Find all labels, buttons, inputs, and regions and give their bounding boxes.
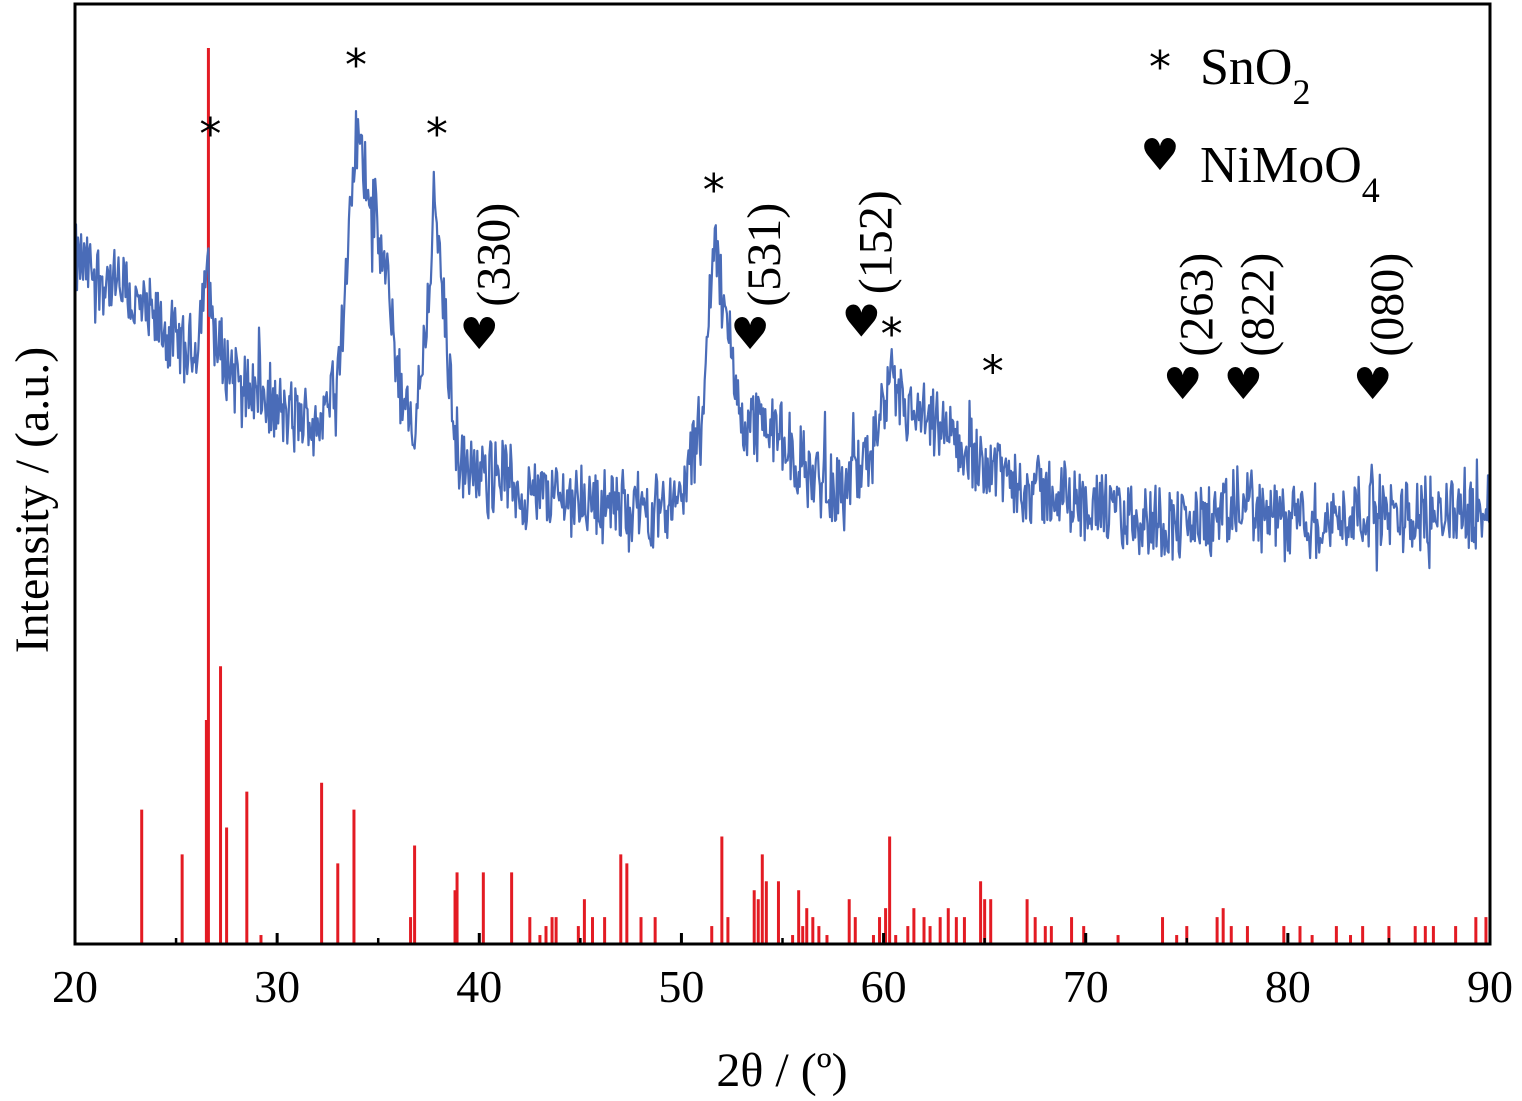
- x-tick-label: 50: [658, 961, 704, 1012]
- miller-index-label: (263): [1171, 253, 1224, 357]
- nimoo4-peak-marker: ♥: [730, 309, 769, 360]
- nimoo4-peak-marker: ♥: [1353, 359, 1392, 410]
- nimoo4-peak-marker: ♥: [460, 309, 499, 360]
- x-tick-label: 90: [1467, 961, 1513, 1012]
- measured-pattern-line: [73, 110, 1492, 572]
- legend-sno2-marker: *: [1149, 42, 1171, 93]
- x-tick-label: 20: [52, 961, 98, 1012]
- legend: * SnO2 ♥ NiMoO4: [1140, 39, 1380, 210]
- sno2-peak-marker: *: [881, 309, 903, 360]
- legend-sno2-label: SnO2: [1200, 39, 1310, 112]
- legend-nimoo4-marker: ♥: [1140, 130, 1179, 181]
- x-tick-label: 80: [1265, 961, 1311, 1012]
- x-tick-label: 70: [1063, 961, 1109, 1012]
- miller-index-label: (080): [1361, 253, 1414, 357]
- miller-index-label: (330): [467, 203, 520, 307]
- x-ticks: 20 30 40 50 60 70 80 90: [52, 933, 1513, 1012]
- x-axis-label: 2θ / (º): [716, 1044, 847, 1097]
- nimoo4-peak-marker: ♥: [1163, 359, 1202, 410]
- reference-sticks: [140, 48, 1488, 944]
- plot-frame: [73, 2, 1492, 946]
- miller-index-label: (152): [849, 190, 902, 294]
- miller-index-label: (822): [1231, 253, 1284, 357]
- peak-annotations: ******♥(330)♥(531)♥(152)♥(263)♥(822)♥(08…: [199, 40, 1413, 410]
- x-tick-label: 40: [456, 961, 502, 1012]
- legend-nimoo4-label: NiMoO4: [1200, 137, 1380, 210]
- x-tick-label: 60: [861, 961, 907, 1012]
- nimoo4-peak-marker: ♥: [1224, 359, 1263, 410]
- legend-subscript: 4: [1362, 170, 1380, 210]
- legend-subscript: 2: [1292, 72, 1310, 112]
- nimoo4-peak-marker: ♥: [842, 296, 881, 347]
- sno2-peak-marker: *: [345, 40, 367, 91]
- miller-index-label: (531): [738, 203, 791, 307]
- x-tick-label: 30: [254, 961, 300, 1012]
- sno2-peak-marker: *: [199, 109, 221, 160]
- sno2-peak-marker: *: [982, 346, 1004, 397]
- y-axis-label: Intensity / (a.u.): [6, 347, 59, 654]
- sno2-peak-marker: *: [426, 109, 448, 160]
- sno2-peak-marker: *: [703, 165, 725, 216]
